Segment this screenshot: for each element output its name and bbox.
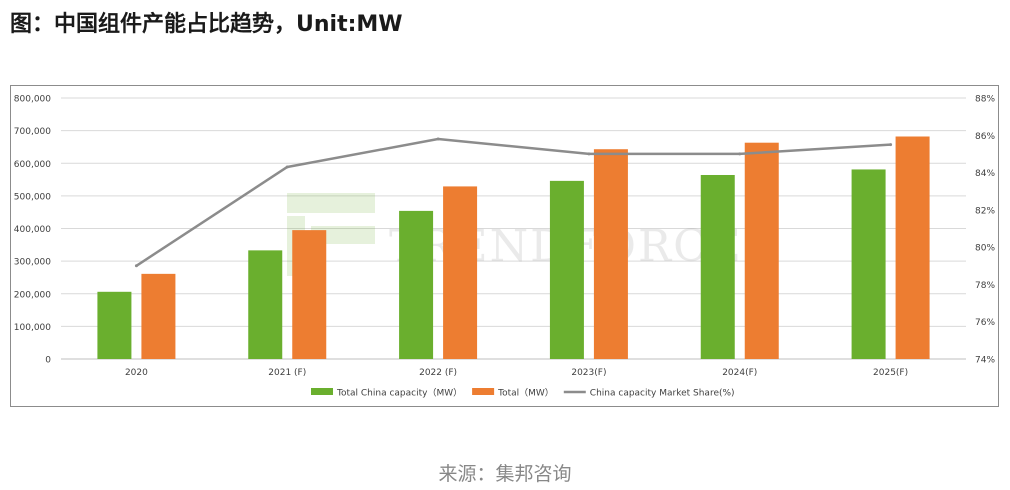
- bar-china-capacity: [97, 291, 132, 359]
- bar-china-capacity: [851, 169, 886, 359]
- legend-swatch-total: [472, 388, 495, 395]
- y2-tick-label: 74%: [975, 356, 995, 366]
- x-tick-label: 2020: [125, 368, 148, 378]
- combo-chart: 0 100,000 200,000 300,000 400,000 500,000 600,…: [14, 95, 996, 399]
- legend-swatch-china: [311, 388, 333, 395]
- line-point: [285, 165, 289, 169]
- chart-title: 图：中国组件产能占比趋势，Unit:MW: [10, 12, 403, 37]
- watermark-shape: [287, 193, 375, 213]
- line-point: [134, 264, 138, 268]
- line-point: [738, 152, 742, 156]
- y2-tick-label: 80%: [975, 244, 995, 254]
- bar-china-capacity: [700, 174, 735, 359]
- line-point: [889, 143, 893, 147]
- x-tick-label: 2024(F): [722, 368, 757, 378]
- y-tick-label: 400,000: [14, 225, 51, 235]
- y-tick-label: 800,000: [14, 95, 51, 105]
- bar-total-capacity: [292, 230, 327, 359]
- bar-total-capacity: [443, 186, 478, 359]
- y-tick-label: 700,000: [14, 127, 51, 137]
- x-tick-label: 2023(F): [571, 368, 606, 378]
- line-point: [587, 152, 591, 156]
- x-tick-label: 2021 (F): [268, 368, 306, 378]
- y2-tick-label: 88%: [975, 95, 995, 105]
- bar-total-capacity: [141, 273, 176, 359]
- bar-china-capacity: [549, 180, 584, 359]
- line-market-share: [135, 137, 891, 267]
- bar-total-capacity: [593, 149, 628, 359]
- chart-container: 0 100,000 200,000 300,000 400,000 500,000 600,…: [10, 85, 999, 407]
- y-tick-label: 100,000: [14, 323, 51, 333]
- bar-china-capacity: [399, 210, 434, 359]
- watermark-shape: [311, 226, 375, 244]
- y2-tick-label: 82%: [975, 206, 995, 216]
- bar-total-capacity: [744, 142, 779, 359]
- y2-tick-label: 86%: [975, 132, 995, 142]
- y-tick-label: 300,000: [14, 258, 51, 268]
- bar-total-capacity: [895, 136, 930, 359]
- legend-label: Total（MW）: [497, 388, 554, 399]
- line-point: [436, 137, 440, 141]
- legend-label: Total China capacity（MW）: [336, 388, 462, 399]
- watermark-logo: TRENDFORCE: [287, 193, 741, 276]
- source-note: 来源：集邦咨询: [438, 463, 572, 485]
- y-tick-label: 0: [45, 356, 51, 366]
- y-tick-label: 600,000: [14, 160, 51, 170]
- x-tick-label: 2025(F): [873, 368, 908, 378]
- x-tick-label: 2022 (F): [419, 368, 457, 378]
- y-tick-label: 500,000: [14, 192, 51, 202]
- y2-tick-label: 78%: [975, 281, 995, 291]
- bar-china-capacity: [248, 250, 283, 359]
- y2-tick-label: 76%: [975, 318, 995, 328]
- legend-label: China capacity Market Share(%): [590, 389, 735, 399]
- y-tick-label: 200,000: [14, 290, 51, 300]
- y2-tick-label: 84%: [975, 169, 995, 179]
